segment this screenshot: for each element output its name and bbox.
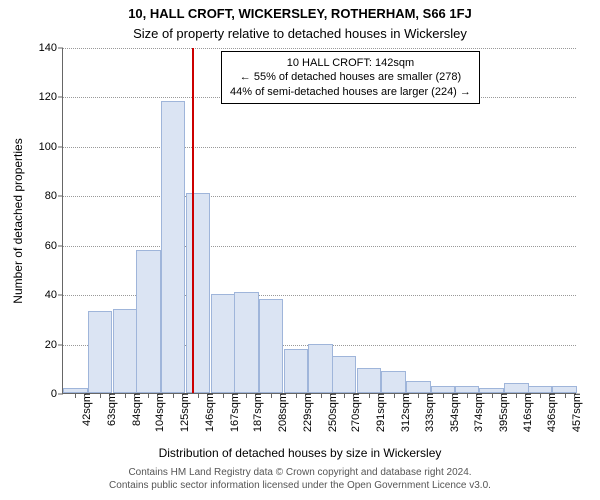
page-title: 10, HALL CROFT, WICKERSLEY, ROTHERHAM, S… bbox=[0, 6, 600, 21]
y-tick-label: 120 bbox=[39, 91, 57, 103]
property-marker-line bbox=[192, 48, 194, 393]
histogram-bar bbox=[528, 386, 552, 393]
x-tick-label: 291sqm bbox=[375, 393, 387, 432]
x-tick-label: 208sqm bbox=[277, 393, 289, 432]
y-tick bbox=[58, 48, 63, 49]
x-tick bbox=[173, 393, 174, 398]
x-tick bbox=[418, 393, 419, 398]
histogram-bar bbox=[381, 371, 405, 393]
histogram-bar bbox=[259, 299, 283, 393]
x-tick-label: 312sqm bbox=[400, 393, 412, 432]
annotation-line: ← 55% of detached houses are smaller (27… bbox=[230, 70, 471, 84]
gridline bbox=[63, 48, 576, 49]
y-tick bbox=[58, 146, 63, 147]
x-tick bbox=[565, 393, 566, 398]
x-tick bbox=[443, 393, 444, 398]
x-tick-label: 457sqm bbox=[571, 393, 583, 432]
x-tick bbox=[394, 393, 395, 398]
x-tick-label: 146sqm bbox=[204, 393, 216, 432]
y-tick bbox=[58, 196, 63, 197]
y-tick bbox=[58, 245, 63, 246]
x-tick bbox=[467, 393, 468, 398]
x-tick-label: 416sqm bbox=[522, 393, 534, 432]
x-tick bbox=[516, 393, 517, 398]
histogram-bar bbox=[308, 344, 332, 393]
y-tick bbox=[58, 97, 63, 98]
histogram-plot: 02040608010012014042sqm63sqm84sqm104sqm1… bbox=[62, 48, 576, 394]
x-tick-label: 229sqm bbox=[302, 393, 314, 432]
histogram-bar bbox=[211, 294, 235, 393]
histogram-bar bbox=[161, 101, 185, 393]
x-tick bbox=[271, 393, 272, 398]
x-tick-label: 42sqm bbox=[81, 393, 93, 426]
x-tick bbox=[540, 393, 541, 398]
y-axis-label: Number of detached properties bbox=[11, 138, 25, 303]
histogram-bar bbox=[88, 311, 112, 393]
x-tick bbox=[75, 393, 76, 398]
x-tick-label: 395sqm bbox=[498, 393, 510, 432]
x-tick bbox=[296, 393, 297, 398]
x-tick bbox=[492, 393, 493, 398]
x-tick-label: 374sqm bbox=[473, 393, 485, 432]
y-tick-label: 80 bbox=[45, 190, 57, 202]
x-tick-label: 250sqm bbox=[327, 393, 339, 432]
gridline bbox=[63, 147, 576, 148]
histogram-bar bbox=[113, 309, 137, 393]
y-tick bbox=[58, 295, 63, 296]
y-tick bbox=[58, 344, 63, 345]
x-tick bbox=[246, 393, 247, 398]
x-tick bbox=[321, 393, 322, 398]
y-tick-label: 20 bbox=[45, 339, 57, 351]
y-tick bbox=[58, 394, 63, 395]
x-tick-label: 104sqm bbox=[154, 393, 166, 432]
x-tick-label: 167sqm bbox=[229, 393, 241, 432]
x-tick bbox=[369, 393, 370, 398]
histogram-bar bbox=[357, 368, 381, 393]
footer-line-1: Contains HM Land Registry data © Crown c… bbox=[0, 466, 600, 479]
x-tick bbox=[148, 393, 149, 398]
annotation-box: 10 HALL CROFT: 142sqm← 55% of detached h… bbox=[221, 51, 480, 104]
x-tick-label: 84sqm bbox=[131, 393, 143, 426]
x-axis-label: Distribution of detached houses by size … bbox=[0, 446, 600, 460]
x-tick-label: 125sqm bbox=[179, 393, 191, 432]
x-tick-label: 354sqm bbox=[449, 393, 461, 432]
x-tick-label: 187sqm bbox=[252, 393, 264, 432]
histogram-bar bbox=[552, 386, 576, 393]
chart-subtitle: Size of property relative to detached ho… bbox=[0, 26, 600, 41]
x-tick-label: 63sqm bbox=[106, 393, 118, 426]
attribution-footer: Contains HM Land Registry data © Crown c… bbox=[0, 466, 600, 492]
footer-line-2: Contains public sector information licen… bbox=[0, 479, 600, 492]
histogram-bar bbox=[455, 386, 479, 393]
histogram-bar bbox=[186, 193, 210, 393]
gridline bbox=[63, 196, 576, 197]
histogram-bar bbox=[431, 386, 455, 393]
x-tick bbox=[198, 393, 199, 398]
histogram-bar bbox=[332, 356, 356, 393]
histogram-bar bbox=[234, 292, 258, 393]
x-tick bbox=[100, 393, 101, 398]
gridline bbox=[63, 246, 576, 247]
histogram-bar bbox=[406, 381, 430, 393]
y-tick-label: 0 bbox=[51, 388, 57, 400]
x-tick bbox=[125, 393, 126, 398]
histogram-bar bbox=[504, 383, 528, 393]
y-tick-label: 100 bbox=[39, 141, 57, 153]
histogram-bar bbox=[284, 349, 308, 393]
x-tick bbox=[223, 393, 224, 398]
annotation-line: 44% of semi-detached houses are larger (… bbox=[230, 85, 471, 99]
x-tick-label: 436sqm bbox=[546, 393, 558, 432]
y-tick-label: 40 bbox=[45, 289, 57, 301]
annotation-line: 10 HALL CROFT: 142sqm bbox=[230, 56, 471, 70]
y-tick-label: 140 bbox=[39, 42, 57, 54]
x-tick bbox=[344, 393, 345, 398]
x-tick-label: 270sqm bbox=[350, 393, 362, 432]
y-tick-label: 60 bbox=[45, 240, 57, 252]
x-tick-label: 333sqm bbox=[424, 393, 436, 432]
histogram-bar bbox=[136, 250, 160, 393]
